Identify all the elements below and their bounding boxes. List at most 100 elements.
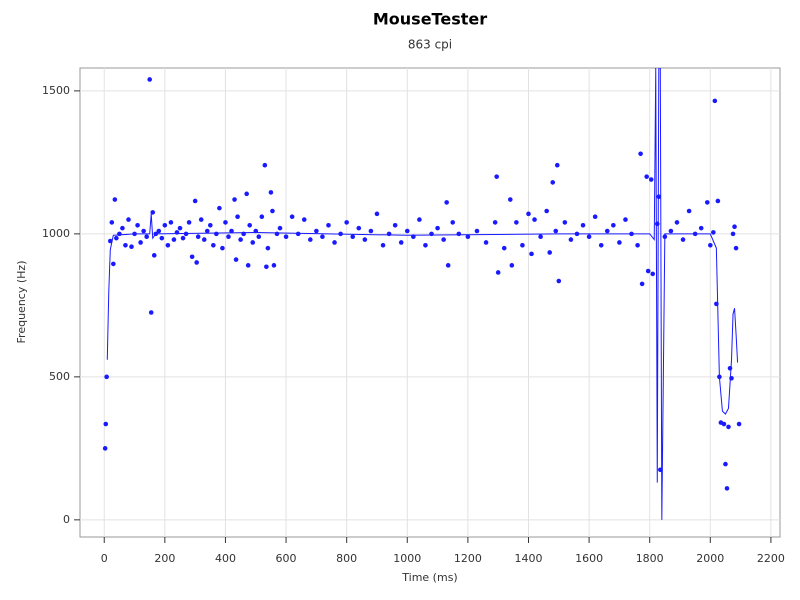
point [529, 251, 534, 257]
point [270, 208, 275, 214]
point [450, 220, 456, 225]
x-tick-label: 1200 [454, 552, 482, 565]
point [638, 151, 643, 157]
plot-area [102, 68, 742, 520]
point [580, 222, 586, 228]
y-axis-label: Frequency (Hz) [15, 261, 28, 344]
point [183, 231, 189, 237]
point [392, 222, 398, 228]
point [704, 200, 710, 205]
point [232, 197, 237, 202]
point [445, 263, 451, 268]
point [386, 231, 392, 237]
point [724, 486, 730, 491]
point [380, 243, 386, 248]
point [658, 467, 663, 473]
frequency-line [106, 68, 739, 520]
point [441, 237, 446, 242]
point [238, 237, 243, 242]
point [736, 421, 742, 427]
point [721, 421, 727, 427]
point [174, 230, 180, 235]
point [123, 243, 128, 248]
point [253, 228, 259, 234]
point [168, 220, 174, 225]
point [109, 220, 115, 225]
point [733, 245, 739, 251]
point [598, 243, 604, 248]
point [514, 220, 519, 225]
x-tick-label: 200 [154, 552, 175, 565]
point [244, 191, 249, 197]
point [444, 200, 449, 205]
x-tick-label: 1400 [514, 552, 542, 565]
point [553, 228, 559, 234]
point [159, 235, 165, 241]
x-tick-label: 800 [336, 552, 357, 565]
point [483, 240, 489, 245]
chart-title: MouseTester [373, 10, 487, 29]
point [283, 234, 289, 240]
point [398, 240, 404, 245]
point [648, 177, 654, 182]
x-tick-label: 2200 [757, 552, 785, 565]
point [568, 237, 574, 242]
y-tick-label: 0 [63, 513, 70, 526]
point [650, 271, 656, 277]
point [189, 254, 195, 260]
x-tick-label: 1000 [393, 552, 421, 565]
point [544, 208, 549, 214]
point [617, 240, 622, 245]
point [271, 263, 277, 268]
point [417, 217, 422, 222]
point [162, 222, 168, 228]
point [338, 231, 343, 237]
y-tick-label: 1500 [42, 84, 70, 97]
point [611, 222, 616, 228]
x-tick-label: 600 [276, 552, 297, 565]
point [229, 228, 234, 234]
point [132, 231, 137, 237]
point [635, 243, 640, 248]
y-tick-label: 500 [49, 370, 70, 383]
point [326, 222, 331, 228]
point [592, 214, 598, 220]
point [112, 197, 118, 202]
point [680, 237, 686, 242]
point [320, 234, 325, 240]
point [214, 231, 219, 237]
point [456, 231, 462, 237]
x-tick-label: 0 [101, 552, 108, 565]
point [186, 220, 192, 225]
point [223, 220, 228, 225]
point [247, 222, 252, 228]
point [274, 231, 280, 237]
point [538, 234, 543, 240]
x-tick-label: 1800 [636, 552, 664, 565]
point [141, 228, 146, 234]
point [245, 263, 251, 268]
point [645, 268, 651, 274]
point [250, 240, 256, 245]
point [332, 240, 337, 245]
point [509, 263, 515, 268]
point [198, 217, 204, 222]
point [674, 220, 680, 225]
point [201, 237, 207, 242]
point [102, 446, 108, 451]
point [586, 234, 592, 240]
point [574, 231, 580, 237]
point [520, 243, 525, 248]
point [554, 162, 560, 168]
point [604, 228, 610, 234]
point [644, 174, 649, 179]
point [726, 424, 731, 430]
point [501, 245, 507, 251]
point [180, 235, 186, 241]
point [723, 461, 728, 467]
point [435, 225, 440, 231]
point [148, 310, 154, 315]
point [623, 217, 628, 222]
point [233, 257, 239, 262]
